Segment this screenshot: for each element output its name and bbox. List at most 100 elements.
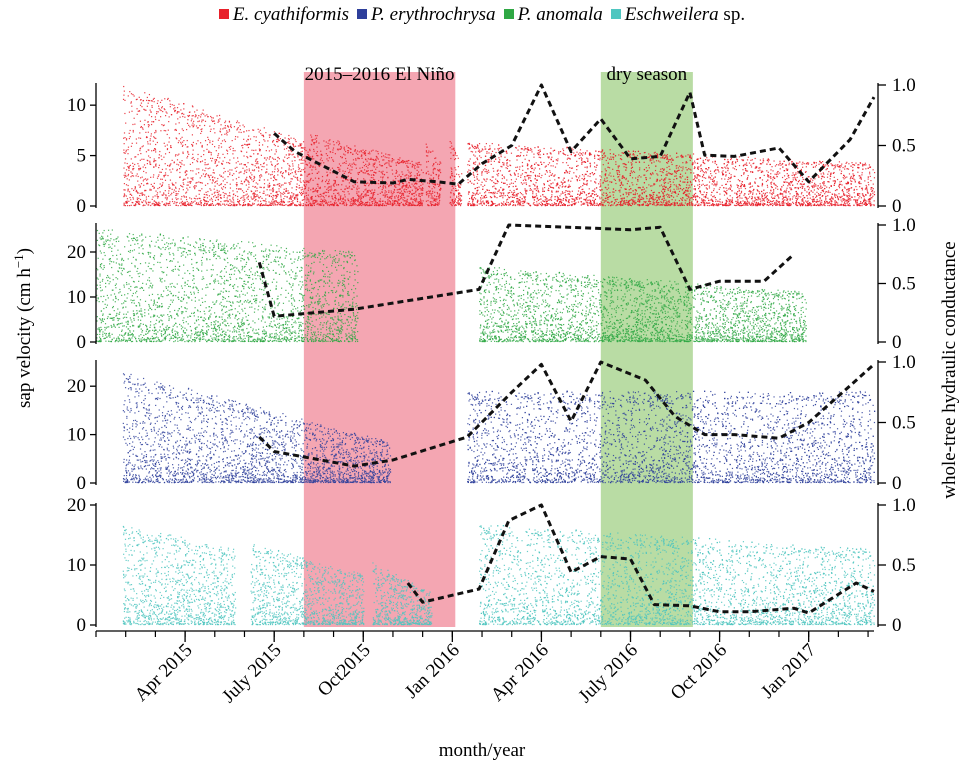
sap-velocity-point — [163, 204, 165, 206]
sap-velocity-point — [325, 201, 327, 203]
sap-velocity-point — [814, 182, 816, 184]
sap-velocity-point — [292, 153, 294, 155]
sap-velocity-point — [131, 142, 133, 144]
sap-velocity-point — [529, 188, 532, 190]
sap-velocity-point — [397, 204, 399, 206]
sap-velocity-point — [311, 198, 313, 201]
sap-velocity-point — [262, 163, 265, 165]
sap-velocity-point — [296, 199, 299, 201]
sap-velocity-point — [408, 204, 410, 206]
sap-velocity-point — [386, 202, 388, 204]
sap-velocity-point — [434, 203, 437, 205]
sap-velocity-point — [129, 129, 131, 132]
sap-velocity-point — [436, 203, 438, 205]
sap-velocity-point — [686, 203, 688, 205]
sap-velocity-point — [361, 202, 363, 205]
sap-velocity-point — [285, 190, 287, 192]
sap-velocity-point — [375, 204, 377, 207]
sap-velocity-point — [148, 100, 151, 102]
sap-velocity-point — [418, 202, 420, 204]
sap-velocity-point — [323, 204, 325, 206]
sap-velocity-point — [247, 188, 249, 190]
sap-velocity-point — [267, 179, 269, 181]
sap-velocity-point — [248, 135, 250, 137]
sap-velocity-point — [718, 188, 720, 190]
sap-velocity-point — [300, 173, 302, 176]
sap-velocity-point — [514, 173, 516, 175]
sap-velocity-point — [164, 109, 166, 111]
sap-velocity-point — [243, 197, 245, 199]
sap-velocity-point — [197, 203, 199, 206]
sap-velocity-point — [260, 173, 262, 176]
sap-velocity-point — [227, 201, 229, 203]
sap-velocity-point — [709, 170, 712, 172]
sap-velocity-point — [224, 204, 226, 206]
sap-velocity-point — [305, 155, 307, 158]
sap-velocity-point — [158, 157, 160, 159]
legend-item: E. cyathiformis — [218, 4, 349, 26]
sap-velocity-point — [315, 152, 317, 155]
sap-velocity-point — [124, 176, 126, 178]
sap-velocity-point — [384, 204, 386, 207]
sap-velocity-point — [824, 191, 827, 193]
sap-velocity-point — [850, 180, 852, 182]
sap-velocity-point — [226, 149, 228, 151]
sap-velocity-point — [161, 107, 163, 109]
sap-velocity-point — [372, 149, 374, 151]
sap-velocity-point — [406, 201, 408, 203]
sap-velocity-point — [182, 202, 184, 204]
sap-velocity-point — [287, 146, 289, 148]
sap-velocity-point — [126, 204, 129, 207]
sap-velocity-point — [758, 196, 760, 198]
sap-velocity-point — [208, 204, 210, 206]
sap-velocity-point — [291, 178, 293, 180]
sap-velocity-point — [402, 160, 404, 162]
sap-velocity-point — [146, 163, 148, 165]
sap-velocity-point — [455, 169, 457, 171]
sap-velocity-point — [372, 177, 374, 179]
sap-velocity-point — [667, 201, 670, 203]
sap-velocity-point — [761, 170, 763, 172]
sap-velocity-point — [139, 185, 142, 187]
sap-velocity-point — [158, 204, 160, 207]
sap-velocity-point — [221, 188, 224, 190]
sap-velocity-point — [157, 204, 160, 206]
sap-velocity-point — [395, 162, 397, 164]
sap-velocity-point — [496, 173, 498, 176]
sap-velocity-point — [401, 186, 403, 188]
sap-velocity-point — [454, 154, 456, 156]
sap-velocity-point — [660, 201, 662, 203]
sap-velocity-point — [366, 201, 368, 204]
sap-velocity-point — [379, 203, 382, 205]
sap-velocity-point — [301, 174, 303, 176]
sap-velocity-point — [204, 120, 207, 122]
sap-velocity-point — [781, 198, 784, 200]
sap-velocity-point — [251, 149, 253, 151]
sap-velocity-point — [177, 193, 179, 195]
sap-velocity-point — [308, 181, 310, 184]
sap-velocity-point — [181, 163, 183, 165]
sap-velocity-point — [812, 179, 814, 181]
sap-velocity-point — [375, 204, 377, 206]
sap-velocity-point — [155, 165, 157, 167]
sap-velocity-point — [374, 201, 376, 204]
sap-velocity-point — [291, 196, 293, 198]
sap-velocity-point — [771, 166, 773, 168]
sap-velocity-point — [411, 165, 413, 167]
sap-velocity-point — [173, 108, 175, 110]
sap-velocity-point — [195, 202, 198, 204]
sap-velocity-point — [336, 192, 339, 194]
sap-velocity-point — [185, 196, 187, 198]
sap-velocity-point — [332, 204, 335, 207]
sap-velocity-point — [420, 202, 422, 204]
sap-velocity-point — [279, 183, 281, 185]
sap-velocity-point — [293, 137, 295, 140]
sap-velocity-point — [182, 151, 184, 153]
sap-velocity-point — [307, 194, 309, 196]
sap-velocity-point — [294, 160, 296, 162]
sap-velocity-point — [868, 164, 871, 166]
sap-velocity-point — [177, 118, 179, 120]
sap-velocity-point — [309, 178, 312, 181]
sap-velocity-point — [530, 166, 532, 168]
sap-velocity-point — [417, 188, 419, 191]
